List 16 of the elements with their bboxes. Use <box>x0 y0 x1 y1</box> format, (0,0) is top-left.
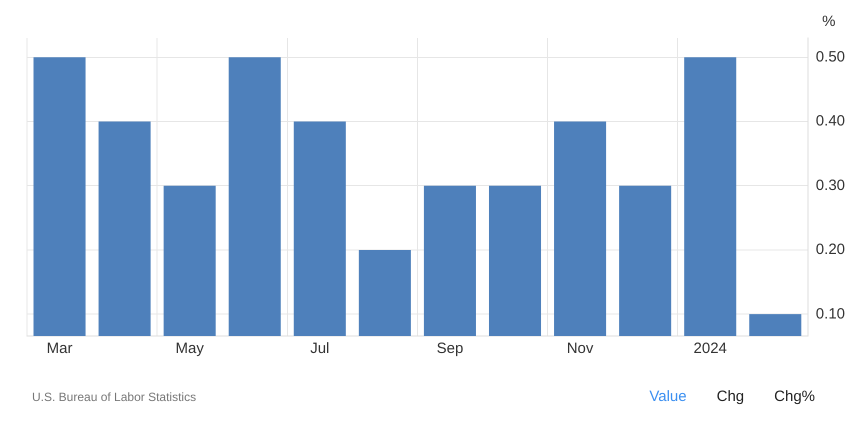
y-tick-label: 0.40 <box>816 112 846 130</box>
text: Chg% <box>774 388 815 405</box>
y-tick-label: 0.30 <box>816 176 846 194</box>
x-tick-label: 2024 <box>694 340 727 358</box>
x-tick-label: May <box>175 340 204 358</box>
x-tick-label: Jul <box>310 340 330 358</box>
y-tick-label: 0.10 <box>816 305 846 322</box>
x-tick-label: Nov <box>566 340 594 358</box>
text: Value <box>649 388 687 405</box>
x-tick-label: Sep <box>436 340 464 358</box>
text: Chg <box>716 388 744 405</box>
x-tick-label: Mar <box>46 340 72 358</box>
text: U.S. Bureau of Labor Statistics <box>32 390 196 404</box>
y-tick-label: 0.50 <box>816 48 846 66</box>
y-axis-title: % <box>822 13 836 30</box>
y-tick-label: 0.20 <box>816 241 846 258</box>
